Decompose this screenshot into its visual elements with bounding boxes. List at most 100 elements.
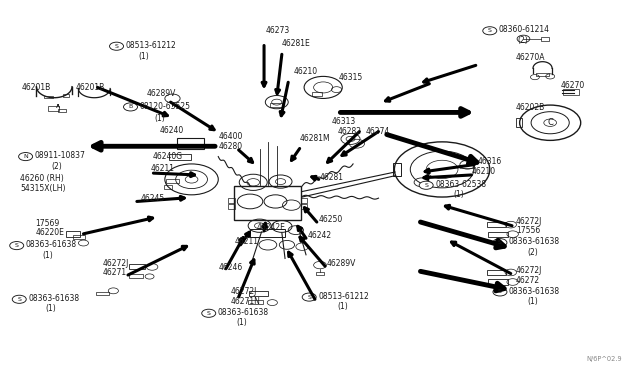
Bar [228, 203, 235, 209]
Bar [129, 264, 145, 269]
Text: 08513-61212: 08513-61212 [125, 41, 176, 50]
Text: 46250: 46250 [319, 215, 343, 224]
Circle shape [109, 42, 124, 50]
Bar [249, 291, 268, 296]
Text: 46289V: 46289V [326, 259, 356, 268]
Text: N/6P^02.9: N/6P^02.9 [586, 356, 622, 362]
Text: (1): (1) [45, 304, 56, 313]
Text: 08911-10837: 08911-10837 [35, 151, 85, 160]
Bar [228, 198, 235, 202]
Text: 46270A: 46270A [516, 54, 545, 62]
Circle shape [124, 103, 138, 111]
Text: (1): (1) [155, 114, 165, 123]
Bar [129, 274, 143, 278]
Bar [66, 231, 79, 237]
Bar [74, 235, 84, 239]
Text: 46201B: 46201B [76, 83, 104, 92]
Text: 46246: 46246 [218, 263, 243, 272]
Text: 46211: 46211 [151, 164, 175, 173]
Text: S: S [115, 44, 118, 49]
Bar [460, 166, 474, 169]
Text: 46272J: 46272J [516, 217, 542, 226]
Text: (1): (1) [236, 318, 247, 327]
Bar [44, 96, 53, 99]
Bar [486, 270, 506, 275]
Text: 08363-61638: 08363-61638 [509, 286, 560, 296]
Text: 46272J: 46272J [516, 266, 542, 275]
Bar [164, 185, 173, 189]
Text: 17556: 17556 [516, 226, 540, 235]
Bar [166, 179, 179, 183]
Circle shape [10, 241, 24, 250]
Text: (1): (1) [527, 297, 538, 306]
Bar [248, 300, 264, 304]
Bar [486, 222, 506, 227]
Text: (2): (2) [527, 248, 538, 257]
Bar [563, 89, 579, 95]
Text: (2): (2) [51, 161, 62, 170]
Bar [488, 279, 508, 285]
Text: 46271: 46271 [102, 268, 127, 277]
Bar [58, 109, 66, 112]
Text: 46260 (RH): 46260 (RH) [20, 174, 63, 183]
Bar [63, 94, 70, 97]
Text: 46272J: 46272J [102, 259, 129, 268]
Bar [301, 198, 307, 202]
Text: 46282: 46282 [338, 127, 362, 136]
Circle shape [12, 295, 26, 303]
Text: 46289V: 46289V [147, 89, 177, 98]
Bar [48, 106, 60, 110]
Text: 08513-61212: 08513-61212 [318, 292, 369, 301]
Text: (1): (1) [139, 52, 150, 61]
Text: 46400: 46400 [218, 132, 243, 141]
Text: (1): (1) [338, 302, 349, 311]
Circle shape [302, 293, 316, 301]
Text: 08363-61638: 08363-61638 [26, 240, 77, 249]
Text: 46313: 46313 [332, 118, 356, 126]
Text: 46274: 46274 [366, 127, 390, 136]
Text: 46273: 46273 [266, 26, 290, 35]
Text: 46201B: 46201B [21, 83, 51, 92]
Bar [250, 230, 285, 237]
Text: S: S [307, 295, 311, 299]
Bar [312, 92, 322, 96]
Text: S: S [15, 243, 19, 248]
Text: (2): (2) [517, 36, 528, 45]
Text: 08363-61638: 08363-61638 [218, 308, 269, 317]
Text: C: C [547, 118, 553, 127]
Bar [516, 118, 522, 127]
Text: 46316: 46316 [477, 157, 502, 166]
Text: 08363-62538: 08363-62538 [435, 180, 486, 189]
Text: 46270: 46270 [561, 81, 584, 90]
Text: B: B [129, 105, 132, 109]
Bar [234, 186, 301, 220]
Text: (1): (1) [454, 190, 464, 199]
Bar [271, 103, 283, 107]
Bar [536, 73, 549, 76]
Text: 46280: 46280 [218, 142, 243, 151]
Text: 46220E: 46220E [35, 228, 64, 237]
Text: S: S [424, 183, 428, 188]
Text: 46281: 46281 [320, 173, 344, 182]
Bar [393, 163, 401, 176]
Text: S: S [207, 311, 211, 316]
Text: 46245: 46245 [141, 194, 165, 203]
Bar [177, 138, 204, 149]
Text: 46240G: 46240G [153, 152, 183, 161]
Circle shape [493, 288, 507, 296]
Text: 46202B: 46202B [516, 103, 545, 112]
Text: 54315X(LH): 54315X(LH) [20, 185, 65, 193]
Text: S: S [488, 28, 492, 33]
Bar [541, 37, 549, 41]
Text: 46272J: 46272J [231, 287, 257, 296]
Text: S: S [498, 240, 502, 245]
Text: 46271N: 46271N [231, 297, 261, 306]
Text: 08360-61214: 08360-61214 [499, 25, 550, 35]
Text: 46281M: 46281M [300, 134, 330, 143]
Text: (1): (1) [42, 251, 53, 260]
Bar [169, 154, 191, 160]
Text: 08363-61638: 08363-61638 [28, 294, 79, 303]
Circle shape [202, 309, 216, 317]
Text: 17569: 17569 [35, 219, 60, 228]
Bar [488, 232, 508, 237]
